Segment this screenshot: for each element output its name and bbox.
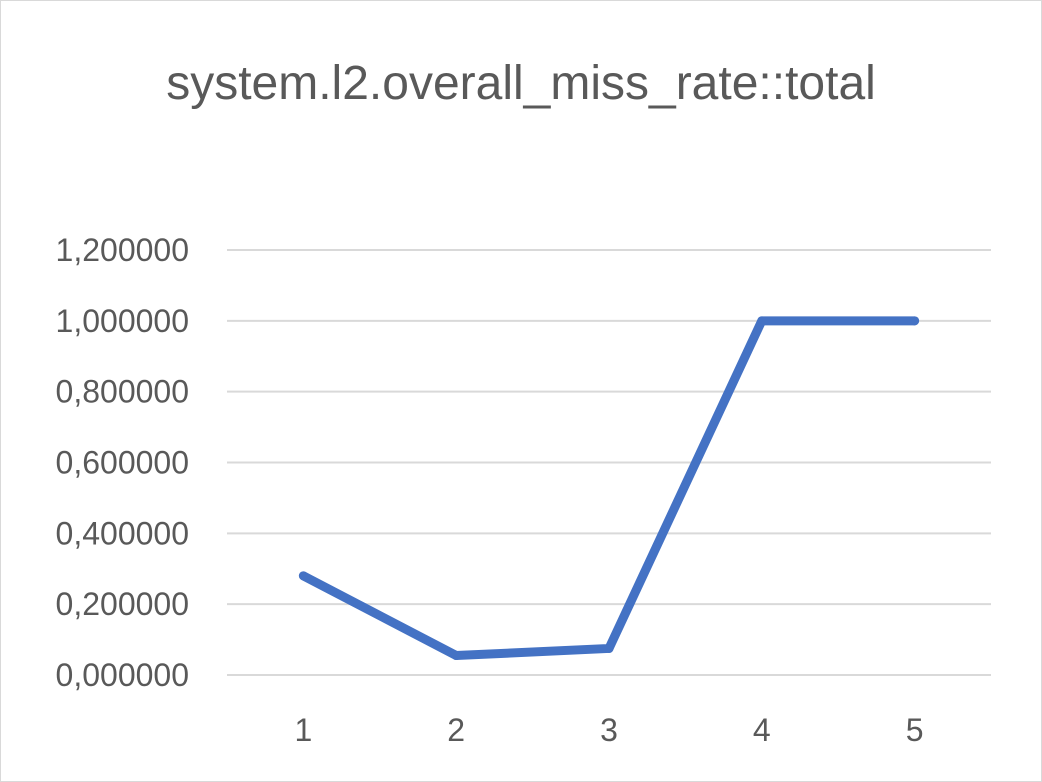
series-line — [298, 316, 920, 661]
y-tick-label: 1,200000 — [56, 232, 189, 268]
x-tick-label: 1 — [295, 712, 313, 748]
y-tick-label: 0,000000 — [56, 657, 189, 693]
data-point — [451, 651, 461, 661]
y-tick-label: 0,200000 — [56, 586, 189, 622]
y-tick-label: 0,400000 — [56, 515, 189, 551]
gridlines — [227, 249, 991, 676]
data-point — [910, 316, 920, 326]
chart-title: system.l2.overall_miss_rate::total — [166, 57, 876, 110]
x-tick-label: 5 — [906, 712, 924, 748]
x-axis-ticks: 1 2 3 4 5 — [295, 712, 924, 748]
x-tick-label: 2 — [447, 712, 465, 748]
x-tick-label: 4 — [753, 712, 771, 748]
x-tick-label: 3 — [600, 712, 618, 748]
data-point — [298, 571, 308, 581]
y-tick-label: 1,000000 — [56, 303, 189, 339]
y-tick-label: 0,600000 — [56, 445, 189, 481]
data-point — [604, 643, 614, 653]
y-tick-label: 0,800000 — [56, 374, 189, 410]
y-axis-ticks: 0,000000 0,200000 0,400000 0,600000 0,800000… — [56, 232, 189, 693]
series-group — [298, 316, 920, 661]
data-point — [757, 316, 767, 326]
